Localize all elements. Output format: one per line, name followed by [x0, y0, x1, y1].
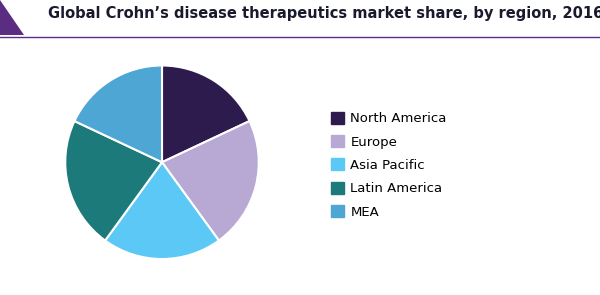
- Wedge shape: [65, 121, 162, 240]
- Wedge shape: [162, 121, 259, 240]
- Legend: North America, Europe, Asia Pacific, Latin America, MEA: North America, Europe, Asia Pacific, Lat…: [331, 112, 447, 219]
- Wedge shape: [162, 65, 250, 162]
- Wedge shape: [105, 162, 219, 259]
- Wedge shape: [74, 65, 162, 162]
- Text: Global Crohn’s disease therapeutics market share, by region, 2016 (%): Global Crohn’s disease therapeutics mark…: [48, 6, 600, 21]
